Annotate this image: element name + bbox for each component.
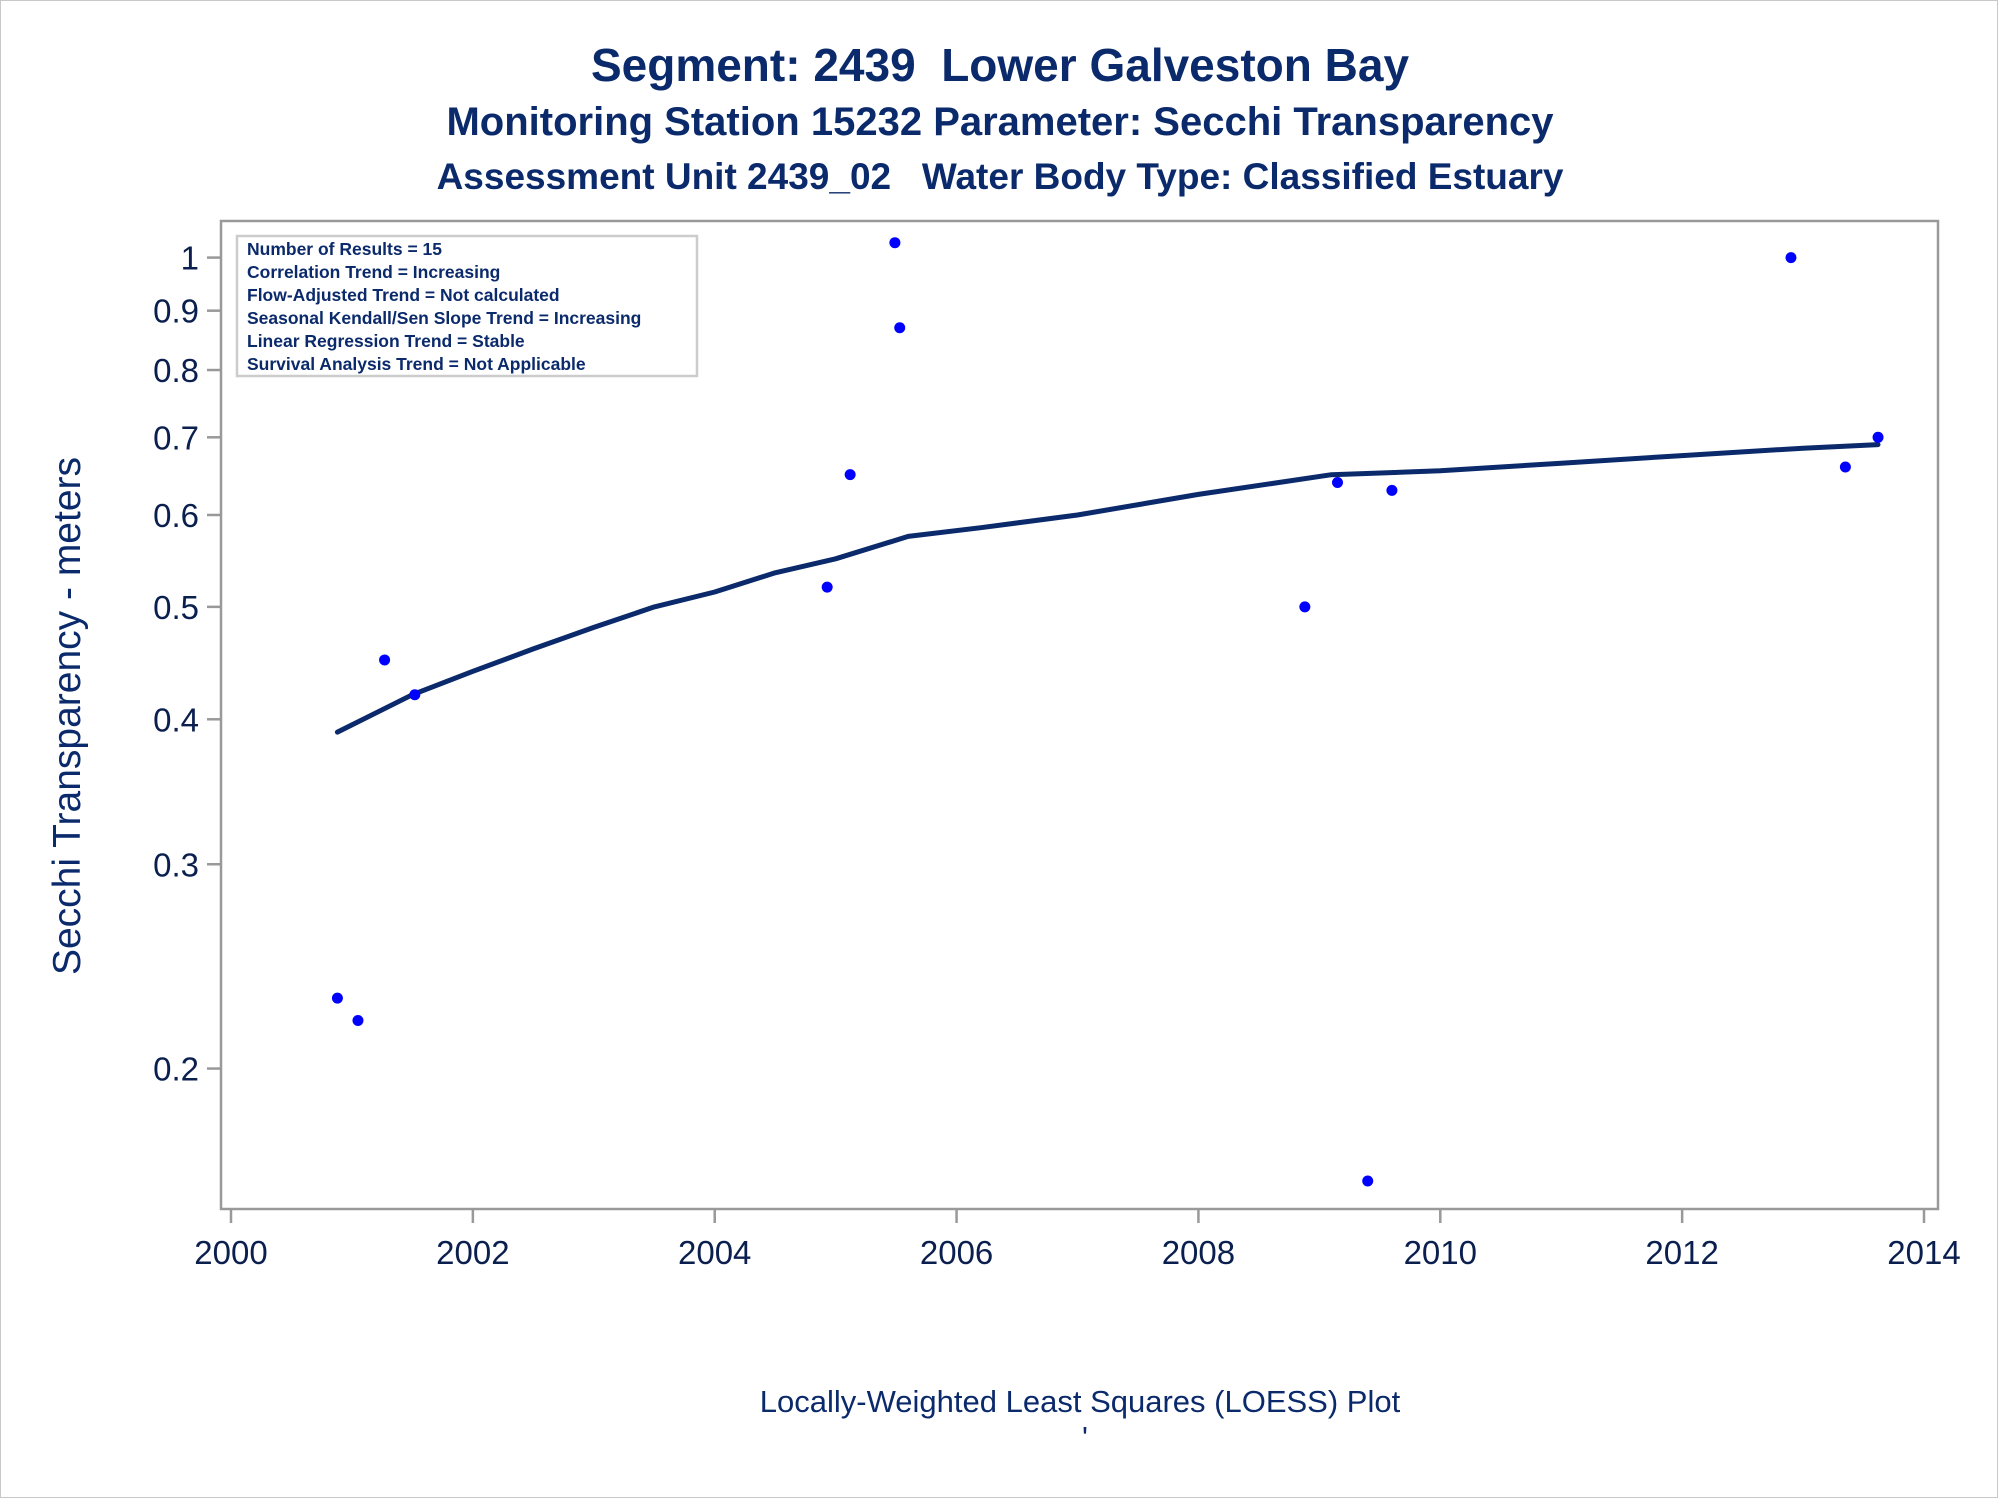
data-point <box>1331 476 1343 488</box>
plot-area <box>219 219 1940 1211</box>
data-point <box>1785 252 1797 264</box>
y-tick-label: 0.2 <box>153 1051 199 1088</box>
x-tick-label: 2006 <box>920 1234 993 1271</box>
x-tick-label: 2012 <box>1645 1234 1718 1271</box>
x-tick-label: 2002 <box>436 1234 509 1271</box>
y-axis: 0.2 0.3 0.4 0.5 0.6 0.7 0.8 0.9 1 <box>153 240 221 1088</box>
data-point <box>894 322 906 334</box>
x-tick-label: 2010 <box>1404 1234 1477 1271</box>
chart-subtitle-assessment: Assessment Unit 2439_02 Water Body Type:… <box>436 156 1564 197</box>
x-axis: 2000 2002 2004 2006 2008 2010 2012 2014 <box>194 1209 1961 1271</box>
y-tick-label: 1 <box>181 240 199 277</box>
data-point <box>1299 601 1311 613</box>
data-point <box>331 992 343 1004</box>
footnote-mark: ' <box>1082 1420 1088 1455</box>
data-point <box>409 689 421 701</box>
y-tick-label: 0.3 <box>153 846 199 883</box>
x-tick-label: 2000 <box>194 1234 267 1271</box>
stats-flow-adjusted-trend: Flow-Adjusted Trend = Not calculated <box>247 285 560 305</box>
loess-line <box>334 442 1881 735</box>
data-point <box>1386 484 1398 496</box>
y-tick-label: 0.4 <box>153 701 199 738</box>
stats-seasonal-kendall-trend: Seasonal Kendall/Sen Slope Trend = Incre… <box>247 308 641 328</box>
stats-box: Number of Results = 15 Correlation Trend… <box>235 234 699 378</box>
x-tick-label: 2014 <box>1887 1234 1960 1271</box>
data-point <box>1872 431 1884 443</box>
x-tick-label: 2008 <box>1162 1234 1235 1271</box>
data-point <box>379 654 391 666</box>
y-tick-label: 0.7 <box>153 419 199 456</box>
stats-linear-regression-trend: Linear Regression Trend = Stable <box>247 331 525 351</box>
data-point <box>352 1015 364 1027</box>
data-point <box>821 581 833 593</box>
chart-title: Segment: 2439 Lower Galveston Bay <box>590 39 1410 91</box>
y-axis-title: Secchi Transparency - meters <box>46 457 89 975</box>
chart-subtitle-station: Monitoring Station 15232 Parameter: Secc… <box>446 100 1554 144</box>
stats-number-of-results: Number of Results = 15 <box>247 239 442 259</box>
data-points <box>331 237 1884 1187</box>
data-point <box>1839 461 1851 473</box>
data-point <box>889 237 901 249</box>
y-tick-label: 0.6 <box>153 497 199 534</box>
y-tick-label: 0.8 <box>153 352 199 389</box>
data-point <box>1362 1175 1374 1187</box>
y-tick-label: 0.9 <box>153 293 199 330</box>
data-point <box>844 469 856 481</box>
y-tick-label: 0.5 <box>153 589 199 626</box>
stats-box-border <box>235 234 699 378</box>
footnote-loess: Locally-Weighted Least Squares (LOESS) P… <box>760 1384 1401 1419</box>
x-tick-label: 2004 <box>678 1234 751 1271</box>
stats-correlation-trend: Correlation Trend = Increasing <box>247 262 500 282</box>
stats-survival-analysis-trend: Survival Analysis Trend = Not Applicable <box>247 354 586 374</box>
